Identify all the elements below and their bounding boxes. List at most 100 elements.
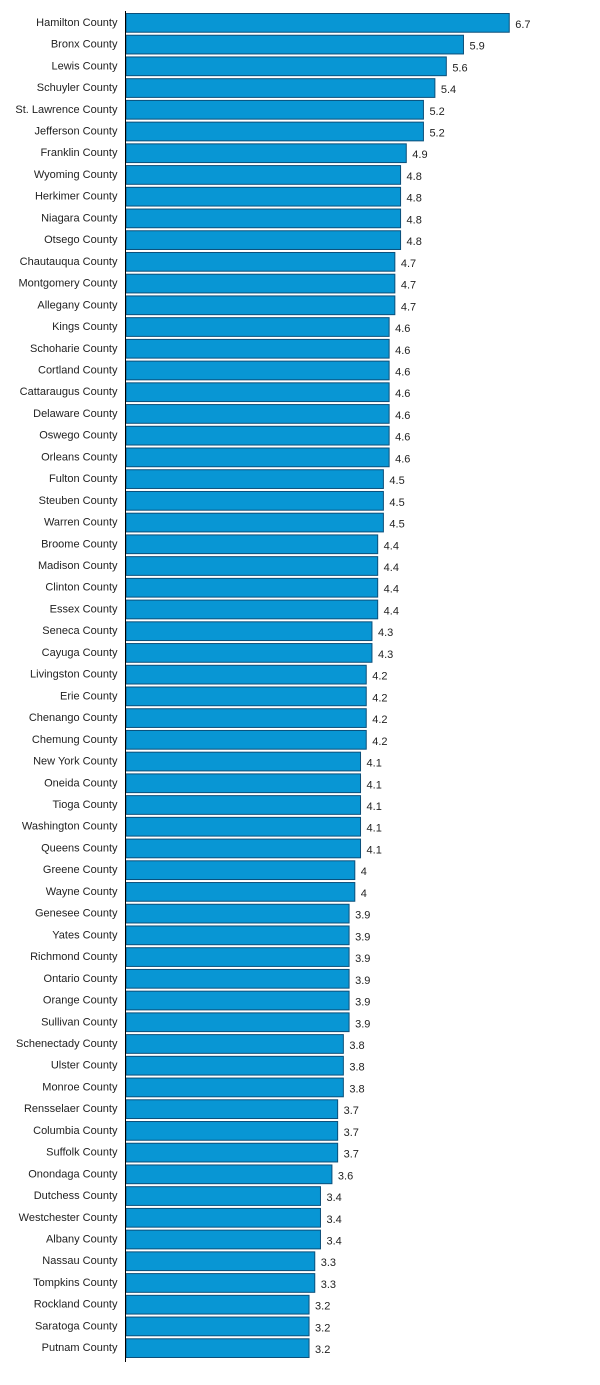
category-label: Wyoming County xyxy=(34,169,118,181)
category-label: Herkimer County xyxy=(35,191,118,203)
category-label: Putnam County xyxy=(42,1342,118,1354)
bar xyxy=(125,99,424,120)
bar xyxy=(125,1251,316,1272)
category-label: Onondaga County xyxy=(28,1168,118,1180)
category-label: Warren County xyxy=(44,517,118,529)
category-label: Fulton County xyxy=(49,473,118,485)
category-label: Chenango County xyxy=(29,712,118,724)
bar xyxy=(125,121,424,142)
category-label: Orleans County xyxy=(41,451,118,463)
value-label: 5.4 xyxy=(441,84,456,96)
category-label: Kings County xyxy=(52,321,118,333)
bar xyxy=(125,78,436,98)
value-label: 3.9 xyxy=(355,953,370,965)
bar xyxy=(125,295,396,316)
value-label: 3.4 xyxy=(326,1192,341,1204)
value-label: 4.3 xyxy=(378,627,393,639)
bar xyxy=(125,165,402,185)
bar xyxy=(125,273,396,294)
value-label: 4.9 xyxy=(412,149,427,161)
value-label: 3.3 xyxy=(321,1279,336,1291)
category-label: Columbia County xyxy=(33,1125,118,1137)
bar xyxy=(125,404,390,424)
bar xyxy=(125,577,379,598)
category-label: Cattaraugus County xyxy=(20,386,118,398)
category-label: Westchester County xyxy=(19,1212,118,1224)
bar xyxy=(125,382,390,403)
value-label: 3.9 xyxy=(355,1018,370,1030)
value-label: 4.6 xyxy=(395,366,410,378)
value-label: 4.1 xyxy=(367,758,382,770)
bar xyxy=(125,860,356,881)
category-label: Bronx County xyxy=(51,39,118,51)
value-label: 3.2 xyxy=(315,1301,330,1313)
category-labels-layer: Hamilton County Bronx County Lewis County S… xyxy=(15,17,118,1354)
category-label: Sullivan County xyxy=(41,1016,118,1028)
category-label: St. Lawrence County xyxy=(15,104,118,116)
bar xyxy=(125,1294,310,1315)
value-label: 4 xyxy=(361,888,367,900)
value-label: 3.8 xyxy=(349,1062,364,1074)
category-label: Oswego County xyxy=(39,430,118,442)
value-label: 4.8 xyxy=(407,236,422,248)
category-label: Lewis County xyxy=(51,60,118,72)
bar xyxy=(125,947,350,967)
category-label: Oneida County xyxy=(44,777,118,789)
bar xyxy=(125,1055,344,1076)
bar xyxy=(125,1316,310,1337)
bar xyxy=(125,186,402,207)
value-label: 5.9 xyxy=(469,41,484,53)
value-label: 4.7 xyxy=(401,280,416,292)
bar xyxy=(125,1164,333,1185)
category-label: Tompkins County xyxy=(33,1277,118,1289)
bar xyxy=(125,534,379,555)
category-label: Livingston County xyxy=(30,669,118,681)
category-label: Chautauqua County xyxy=(20,256,118,268)
category-label: Dutchess County xyxy=(34,1190,118,1202)
value-label: 3.7 xyxy=(344,1149,359,1161)
value-label: 3.4 xyxy=(326,1214,341,1226)
value-label: 4.4 xyxy=(384,584,399,596)
category-label: Wayne County xyxy=(46,886,118,898)
bar xyxy=(125,1034,344,1054)
category-label: Orange County xyxy=(43,995,118,1007)
value-label: 3.6 xyxy=(338,1170,353,1182)
bar xyxy=(125,990,350,1011)
value-label: 4.6 xyxy=(395,345,410,357)
bar xyxy=(125,686,367,707)
value-label: 3.9 xyxy=(355,975,370,987)
value-label: 3.9 xyxy=(355,910,370,922)
value-label: 4.6 xyxy=(395,410,410,422)
value-label: 6.7 xyxy=(515,19,530,31)
value-label: 4.1 xyxy=(367,823,382,835)
bar xyxy=(125,838,362,859)
value-label: 3.3 xyxy=(321,1257,336,1269)
bar xyxy=(125,425,390,446)
category-label: Washington County xyxy=(22,821,118,833)
bar xyxy=(125,1121,339,1141)
value-label: 3.2 xyxy=(315,1344,330,1356)
bar xyxy=(125,490,384,511)
category-label: Franklin County xyxy=(40,147,118,159)
value-label: 4.1 xyxy=(367,779,382,791)
value-label: 4.6 xyxy=(395,323,410,335)
bar xyxy=(125,795,362,815)
category-label: Rensselaer County xyxy=(24,1103,118,1115)
value-label: 4.4 xyxy=(384,540,399,552)
bar xyxy=(125,968,350,989)
bar xyxy=(125,338,390,359)
category-label: Otsego County xyxy=(44,234,118,246)
bar xyxy=(125,903,350,924)
bar xyxy=(125,317,390,337)
bar xyxy=(125,729,367,750)
bar xyxy=(125,556,379,576)
category-label: Cortland County xyxy=(38,364,118,376)
category-label: Clinton County xyxy=(45,582,118,594)
bar xyxy=(125,512,384,533)
bar xyxy=(125,599,379,620)
value-label: 4.7 xyxy=(401,258,416,270)
value-label: 4.5 xyxy=(389,475,404,487)
bar xyxy=(125,1229,321,1250)
bar xyxy=(125,1207,321,1228)
value-label: 4.8 xyxy=(407,214,422,226)
